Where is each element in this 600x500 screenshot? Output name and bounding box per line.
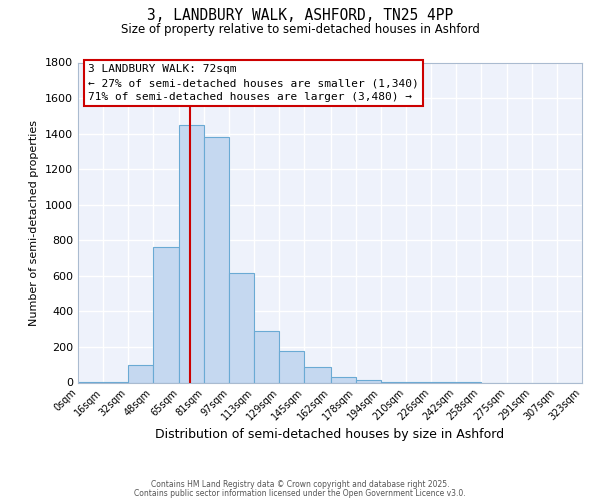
Bar — [279, 352, 304, 382]
Bar — [153, 248, 179, 382]
Bar — [304, 368, 331, 382]
Bar — [356, 380, 381, 382]
Bar — [229, 273, 254, 382]
Text: 3 LANDBURY WALK: 72sqm
← 27% of semi-detached houses are smaller (1,340)
71% of : 3 LANDBURY WALK: 72sqm ← 27% of semi-det… — [88, 64, 419, 102]
Bar — [205, 137, 229, 382]
Bar — [254, 331, 279, 382]
Text: Contains HM Land Registry data © Crown copyright and database right 2025.: Contains HM Land Registry data © Crown c… — [151, 480, 449, 489]
Text: Contains public sector information licensed under the Open Government Licence v3: Contains public sector information licen… — [134, 489, 466, 498]
X-axis label: Distribution of semi-detached houses by size in Ashford: Distribution of semi-detached houses by … — [155, 428, 505, 441]
Bar — [179, 124, 205, 382]
Bar — [331, 377, 356, 382]
Y-axis label: Number of semi-detached properties: Number of semi-detached properties — [29, 120, 40, 326]
Text: Size of property relative to semi-detached houses in Ashford: Size of property relative to semi-detach… — [121, 22, 479, 36]
Bar — [128, 364, 153, 382]
Text: 3, LANDBURY WALK, ASHFORD, TN25 4PP: 3, LANDBURY WALK, ASHFORD, TN25 4PP — [147, 8, 453, 22]
